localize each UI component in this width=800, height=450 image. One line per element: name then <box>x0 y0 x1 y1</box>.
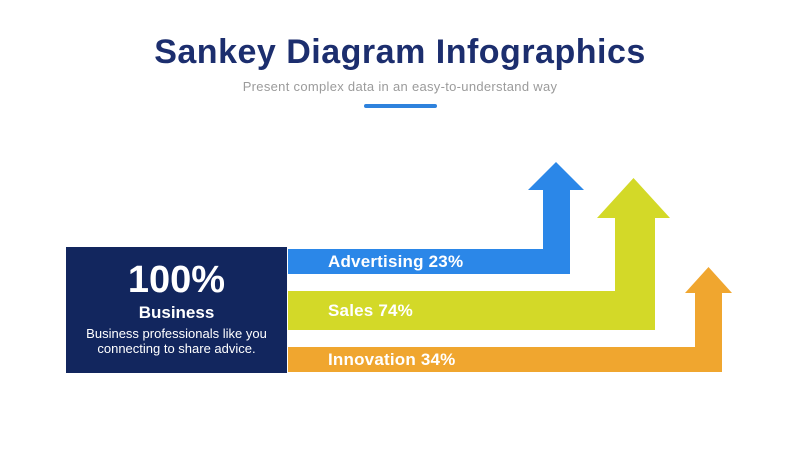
flow-label-innovation: Innovation 34% <box>328 349 456 369</box>
flow-label-advertising: Advertising 23% <box>328 251 464 271</box>
source-box: 100% Business Business professionals lik… <box>66 247 287 373</box>
page-subtitle: Present complex data in an easy-to-under… <box>242 79 558 94</box>
flow-arrow-innovation <box>288 267 732 372</box>
source-description: Business professionals like you connecti… <box>86 325 267 357</box>
source-name: Business <box>138 302 215 322</box>
page-title: Sankey Diagram Infographics <box>154 33 646 71</box>
subtitle-accent-underline <box>364 104 437 108</box>
flow-arrow-advertising <box>288 162 584 274</box>
flow-arrow-sales <box>288 178 670 330</box>
source-percent: 100% <box>127 259 226 301</box>
flow-label-sales: Sales 74% <box>328 300 413 320</box>
